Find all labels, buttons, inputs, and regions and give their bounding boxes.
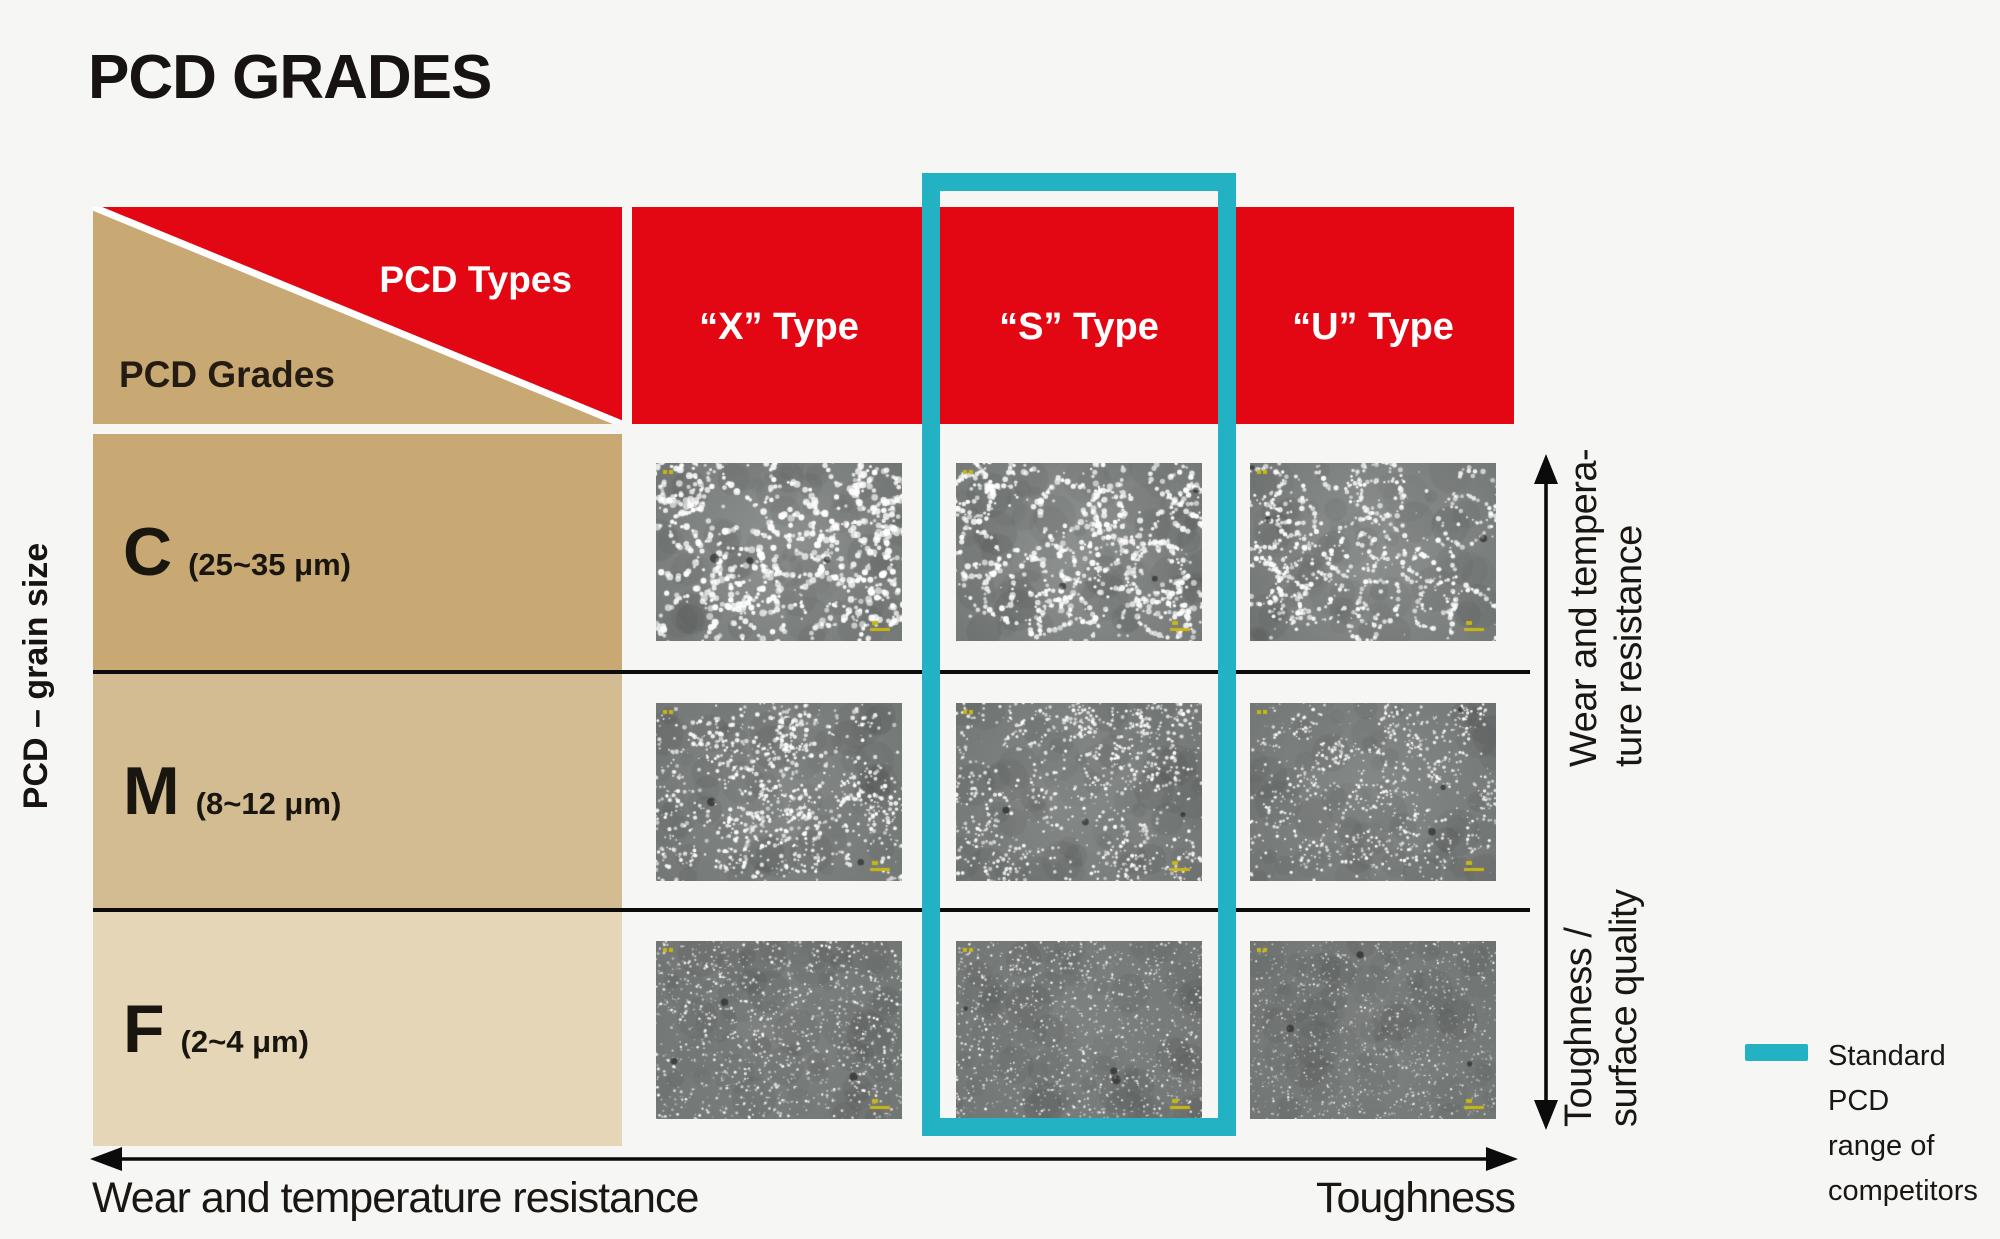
legend-swatch bbox=[1745, 1044, 1808, 1061]
corner-label-pcd-types: PCD Types bbox=[379, 259, 572, 300]
row-letter-m: M bbox=[123, 753, 180, 829]
row-label-c: C (25~35 μm) bbox=[93, 434, 622, 670]
row-separator-line bbox=[93, 670, 1530, 674]
micrograph-f-x-type bbox=[656, 941, 902, 1119]
legend-label-line1: Standard PCD bbox=[1828, 1040, 1946, 1117]
corner-label-pcd-grades: PCD Grades bbox=[119, 354, 335, 395]
bottom-axis-label-wear: Wear and temperature resistance bbox=[92, 1174, 699, 1222]
row-size-c: (25~35 μm) bbox=[188, 547, 351, 582]
page-title: PCD GRADES bbox=[88, 43, 492, 112]
legend-label-line2: range of bbox=[1828, 1130, 1935, 1162]
competitor-range-highlight bbox=[922, 173, 1236, 1136]
micrograph-f-u-type bbox=[1250, 941, 1496, 1119]
right-axis-label-wear-line2: ture resistance bbox=[1608, 525, 1650, 767]
diagonal-split-shape bbox=[93, 207, 622, 424]
row-size-f: (2~4 μm) bbox=[180, 1024, 309, 1059]
legend-label-line3: competitors bbox=[1828, 1175, 1978, 1207]
bottom-axis-arrow bbox=[90, 1147, 1518, 1171]
micrograph-m-s-type bbox=[956, 703, 1202, 881]
micrograph-c-u-type bbox=[1250, 463, 1496, 641]
micrograph-c-x-type bbox=[656, 463, 902, 641]
row-separator-line bbox=[93, 908, 1530, 912]
right-axis-label-toughness: Toughness / surface quality bbox=[1557, 847, 1647, 1127]
column-header-x-type: “X” Type bbox=[632, 207, 926, 424]
row-label-f: F (2~4 μm) bbox=[93, 912, 622, 1146]
right-axis-label-toughness-line1: Toughness / bbox=[1558, 927, 1600, 1127]
micrograph-c-s-type bbox=[956, 463, 1202, 641]
bottom-axis-label-toughness: Toughness bbox=[1316, 1174, 1516, 1222]
micrograph-m-x-type bbox=[656, 703, 902, 881]
row-letter-c: C bbox=[123, 514, 173, 590]
right-axis-arrow bbox=[1534, 454, 1558, 1130]
micrograph-f-s-type bbox=[956, 941, 1202, 1119]
row-size-m: (8~12 μm) bbox=[195, 786, 342, 821]
row-letter-f: F bbox=[123, 991, 165, 1067]
column-header-s-type: “S” Type bbox=[940, 207, 1218, 424]
legend-label: Standard PCD range of competitors bbox=[1828, 1034, 2000, 1214]
matrix-corner-cell: PCD Types PCD Grades bbox=[93, 207, 622, 424]
right-axis-label-wear-line1: Wear and tempera- bbox=[1563, 448, 1605, 767]
left-axis-label: PCD – grain size bbox=[17, 542, 55, 810]
right-axis-label-toughness-line2: surface quality bbox=[1603, 889, 1645, 1127]
right-axis-label-wear: Wear and tempera- ture resistance bbox=[1562, 447, 1652, 767]
row-label-m: M (8~12 μm) bbox=[93, 674, 622, 908]
micrograph-m-u-type bbox=[1250, 703, 1496, 881]
column-header-u-type: “U” Type bbox=[1232, 207, 1514, 424]
